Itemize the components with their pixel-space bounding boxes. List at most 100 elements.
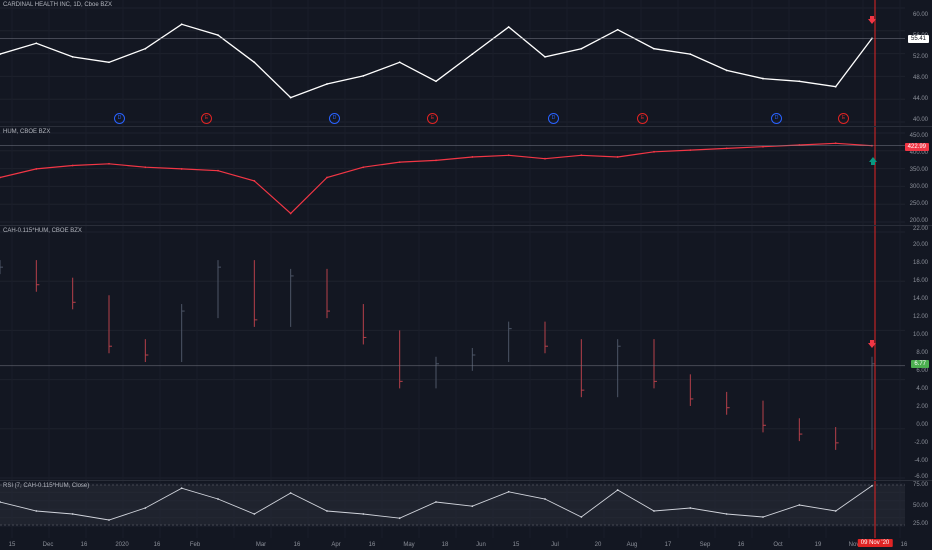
- rsi-line-point: [326, 510, 328, 512]
- rsi-line-point: [725, 513, 728, 515]
- rsi-line-point: [108, 519, 110, 521]
- pane-separator[interactable]: [0, 225, 932, 226]
- spread-pane[interactable]: CAH-0.115*HUM, CBOE BZX 22.00 20.00 18.0…: [0, 226, 932, 480]
- time-axis-label: Nov: [848, 542, 860, 548]
- cah-price-line-point: [616, 28, 619, 31]
- hum-price-line-point: [326, 176, 328, 179]
- rsi-axis-label: 75.00: [912, 482, 928, 488]
- cah-price-line-point: [507, 26, 510, 28]
- rsi-line-point: [398, 517, 401, 520]
- rsi-line-point: [71, 513, 74, 515]
- time-axis-label: 19: [814, 542, 822, 548]
- cah-axis-label: 52.00: [912, 54, 928, 60]
- hum-axis-label: 350.00: [909, 167, 928, 173]
- cah-price-line-point: [834, 85, 837, 88]
- rsi-line-point: [834, 510, 837, 512]
- cah-price-line-point: [580, 47, 583, 50]
- pane-separator[interactable]: [0, 480, 932, 481]
- cah-pane-label: CARDINAL HEALTH INC, 1D, Cboe BZX: [3, 2, 113, 8]
- pane-separator[interactable]: [0, 126, 932, 127]
- time-axis-label: Feb: [189, 542, 201, 548]
- rsi-line-point: [507, 490, 510, 493]
- earnings-marker[interactable]: E: [427, 113, 438, 124]
- cah-price-line-point: [108, 61, 110, 64]
- rsi-line-point: [544, 498, 546, 500]
- time-axis-label: Oct: [773, 542, 783, 548]
- rsi-line-point: [362, 513, 365, 515]
- cah-price-line-point: [253, 61, 256, 64]
- hum-last-price: 422.99: [904, 143, 929, 151]
- dividend-marker[interactable]: D: [329, 113, 340, 124]
- rsi-pane[interactable]: RSI (7, CAH-0.115*HUM, Close) 75.00 50.0…: [0, 481, 932, 538]
- time-axis-label: May: [403, 542, 415, 548]
- cah-axis-label: 40.00: [912, 117, 928, 123]
- cah-last-price: 55.41: [907, 35, 929, 43]
- time-axis-label: Aug: [626, 542, 638, 548]
- cah-price-line-point: [180, 23, 183, 26]
- rsi-axis-label: 50.00: [912, 503, 928, 509]
- time-axis-label: Sep: [699, 542, 711, 548]
- hum-price-line-point: [71, 164, 74, 167]
- hum-price-line-point: [762, 145, 764, 148]
- hum-price-line-point: [689, 149, 692, 152]
- time-axis-label: Mar: [255, 542, 267, 548]
- hum-price-line-point: [580, 154, 583, 157]
- rsi-line-point: [580, 516, 583, 518]
- rsi-line-point: [871, 484, 873, 487]
- sell-arrow-icon: [868, 16, 876, 24]
- hum-price-line-point: [35, 168, 38, 170]
- rsi-line-point: [689, 507, 692, 509]
- rsi-line-point: [762, 516, 764, 518]
- rsi-line-point: [217, 498, 219, 500]
- sell-arrow-icon: [868, 340, 876, 348]
- dividend-marker[interactable]: D: [548, 113, 559, 124]
- hum-price-line-point: [144, 166, 147, 169]
- spread-axis-label: 16.00: [912, 278, 928, 284]
- spread-axis-label: 22.00: [912, 226, 928, 232]
- spread-axis-label: 2.00: [916, 404, 928, 410]
- rsi-line-point: [798, 504, 801, 506]
- earnings-marker[interactable]: E: [838, 113, 849, 124]
- cah-price-line-point: [217, 34, 219, 37]
- cah-price-line-point: [725, 69, 728, 72]
- cah-price-line-point: [0, 53, 1, 56]
- cah-pane[interactable]: CARDINAL HEALTH INC, 1D, Cboe BZX 60.00 …: [0, 0, 932, 126]
- dividend-marker[interactable]: D: [114, 113, 125, 124]
- time-axis-label: 16: [153, 542, 161, 548]
- spread-axis-label: -6.00: [914, 474, 928, 480]
- dividend-marker[interactable]: D: [771, 113, 782, 124]
- earnings-marker[interactable]: E: [201, 113, 212, 124]
- cah-price-line-point: [326, 83, 328, 85]
- time-axis-label: 18: [441, 542, 449, 548]
- rsi-line-point: [435, 501, 437, 503]
- spread-axis-label: 8.00: [916, 350, 928, 356]
- cursor-date-tag: 09 Nov '20: [857, 539, 893, 547]
- earnings-marker[interactable]: E: [637, 113, 648, 124]
- time-axis-label: 16: [293, 542, 301, 548]
- hum-price-line-point: [725, 147, 728, 150]
- cah-price-line-point: [398, 61, 401, 64]
- time-axis-label: Apr: [331, 542, 341, 548]
- rsi-line-point: [180, 487, 183, 490]
- cah-axis-label: 48.00: [912, 75, 928, 81]
- spread-axis-label: -2.00: [914, 440, 928, 446]
- hum-price-line-point: [653, 150, 655, 153]
- cah-price-line-point: [471, 53, 474, 56]
- hum-axis-label: 200.00: [909, 218, 928, 224]
- rsi-pane-label: RSI (7, CAH-0.115*HUM, Close): [3, 483, 90, 489]
- hum-price-line-point: [834, 142, 837, 145]
- time-axis-label: 15: [8, 542, 16, 548]
- cah-price-line-point: [762, 77, 764, 80]
- spread-axis-label: 12.00: [912, 314, 928, 320]
- cah-price-line-point: [144, 47, 147, 50]
- hum-price-line-point: [362, 166, 365, 169]
- hum-price-line-point: [180, 168, 183, 170]
- time-axis-label: 20: [594, 542, 602, 548]
- hum-pane[interactable]: HUM, CBOE BZX 450.00 400.00 350.00 300.0…: [0, 127, 932, 225]
- hum-price-line-point: [544, 157, 546, 160]
- spread-axis-label: 18.00: [912, 260, 928, 266]
- cah-price-line-point: [35, 42, 38, 45]
- rsi-line-point: [253, 513, 256, 515]
- hum-axis-label: 300.00: [909, 184, 928, 190]
